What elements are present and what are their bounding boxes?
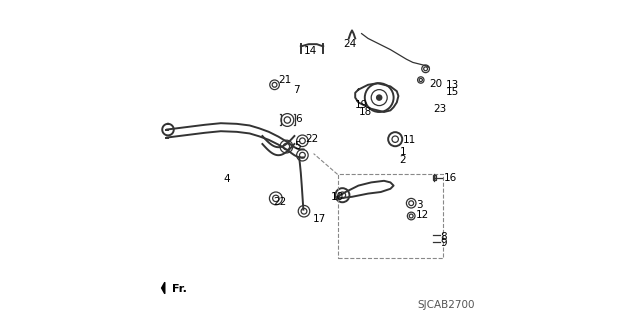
Text: 14: 14 <box>303 46 317 56</box>
Text: 2: 2 <box>399 155 406 165</box>
Text: SJCAB2700: SJCAB2700 <box>418 300 475 310</box>
Text: 8: 8 <box>440 232 447 243</box>
Text: 24: 24 <box>343 39 356 49</box>
Text: Fr.: Fr. <box>172 284 187 294</box>
Text: 18: 18 <box>359 107 372 117</box>
Bar <box>433 175 436 180</box>
Text: 7: 7 <box>292 84 300 95</box>
Text: 3: 3 <box>416 200 422 210</box>
Text: 9: 9 <box>440 238 447 248</box>
Text: 6: 6 <box>295 114 301 124</box>
Text: 4: 4 <box>223 174 230 184</box>
Text: 11: 11 <box>403 135 416 145</box>
Text: 22: 22 <box>305 134 318 144</box>
Text: 12: 12 <box>416 210 429 220</box>
Text: 17: 17 <box>313 213 326 224</box>
Text: 20: 20 <box>429 79 442 89</box>
Circle shape <box>377 95 382 100</box>
Text: 15: 15 <box>445 87 459 97</box>
Text: 5: 5 <box>294 141 301 151</box>
Polygon shape <box>161 282 165 294</box>
Text: 16: 16 <box>444 172 458 183</box>
Text: 10: 10 <box>332 192 344 202</box>
Text: 1: 1 <box>399 147 406 157</box>
Text: 13: 13 <box>445 80 459 90</box>
Text: 23: 23 <box>433 104 446 114</box>
Text: 22: 22 <box>274 197 287 207</box>
Text: 19: 19 <box>355 100 368 110</box>
Text: 21: 21 <box>278 75 292 85</box>
